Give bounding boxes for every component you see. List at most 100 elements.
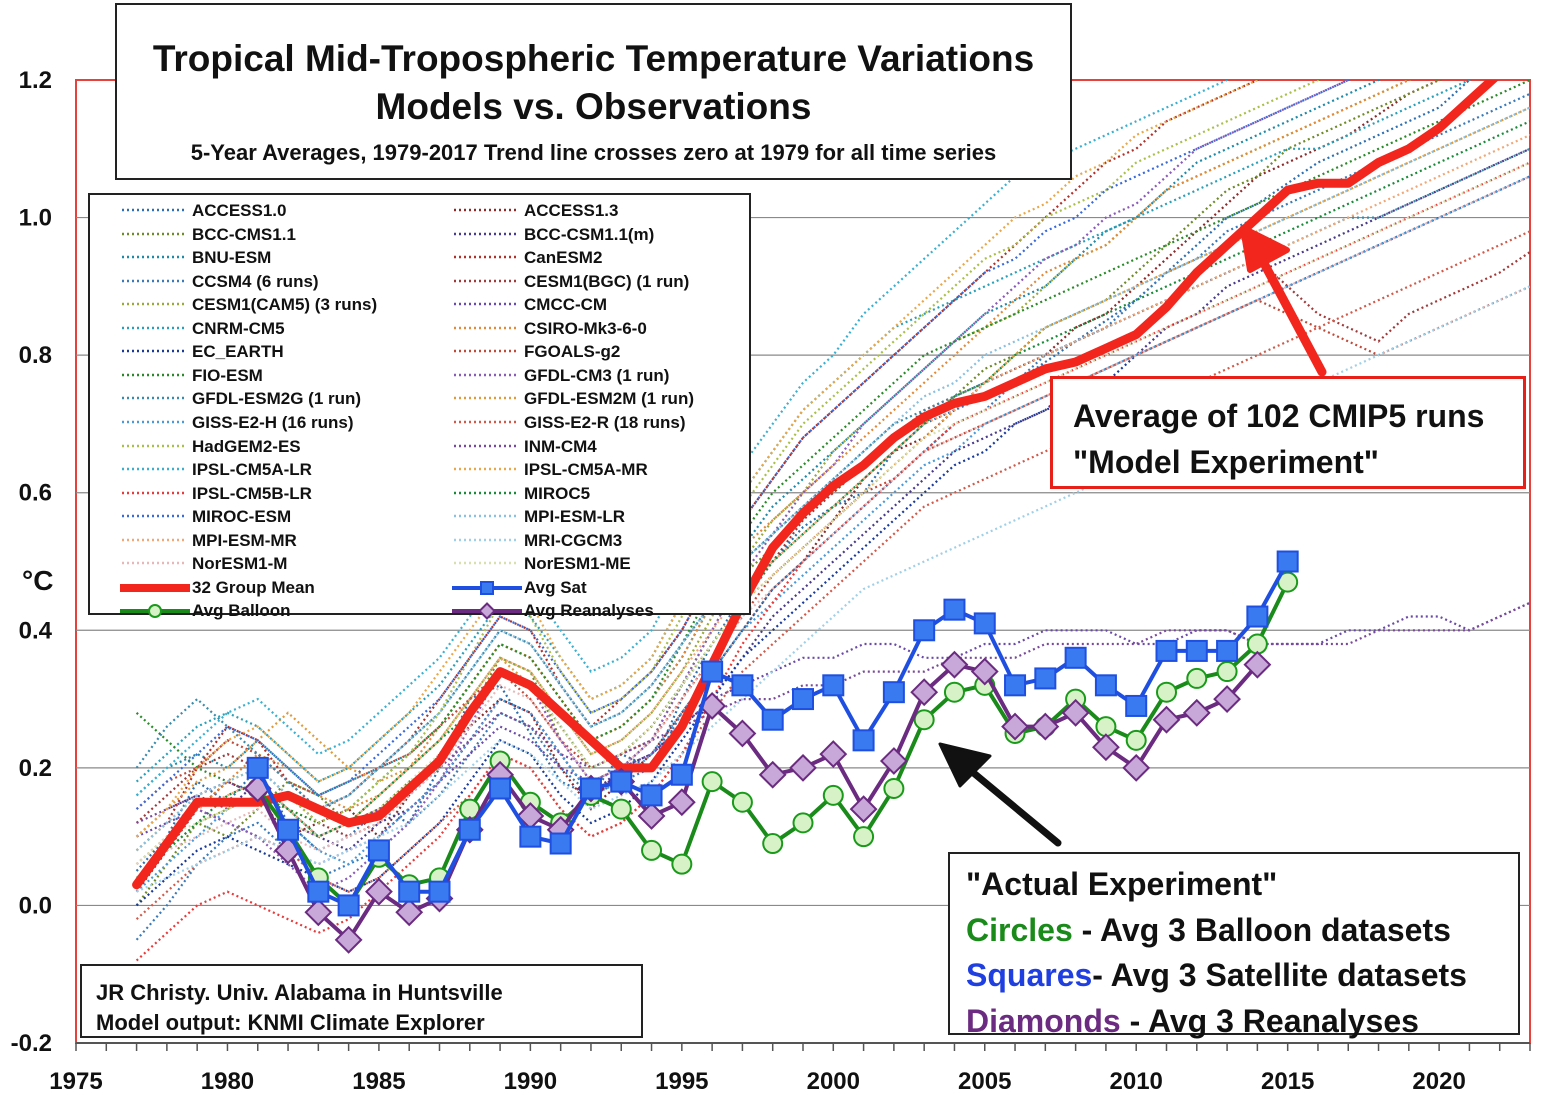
legend-swatch xyxy=(452,340,524,363)
circle-marker xyxy=(703,772,722,791)
y-tick-label: -0.2 xyxy=(11,1030,52,1057)
circle-marker xyxy=(1187,669,1206,688)
x-tick-label: 2020 xyxy=(1412,1068,1465,1095)
legend-label: CCSM4 (6 runs) xyxy=(192,272,319,292)
legend-swatch xyxy=(120,529,192,552)
square-marker xyxy=(430,882,450,902)
legend-label: Avg Sat xyxy=(524,578,587,598)
diamond-marker xyxy=(821,742,846,767)
chart-title-line2: Models vs. Observations xyxy=(117,83,1070,131)
legend-swatch xyxy=(452,317,524,340)
legend-label: CMCC-CM xyxy=(524,295,607,315)
legend-swatch xyxy=(120,317,192,340)
legend-swatch xyxy=(120,364,192,387)
legend-label: IPSL-CM5A-LR xyxy=(192,460,312,480)
circles-word: Circles xyxy=(966,912,1073,948)
x-tick-label: 1975 xyxy=(49,1068,102,1095)
square-marker xyxy=(611,772,631,792)
legend-swatch xyxy=(452,223,524,246)
legend-label: MRI-CGCM3 xyxy=(524,531,622,551)
y-tick-label: 0.6 xyxy=(19,480,52,507)
square-marker xyxy=(481,582,493,594)
legend-label: CanESM2 xyxy=(524,248,602,268)
y-tick-label: 0.0 xyxy=(19,892,52,919)
square-marker xyxy=(914,620,934,640)
credit-box: JR Christy. Univ. Alabama in Huntsville … xyxy=(80,964,643,1038)
legend-swatch xyxy=(120,387,192,410)
squares-line: Squares- Avg 3 Satellite datasets xyxy=(966,953,1518,999)
legend-label: HadGEM2-ES xyxy=(192,437,301,457)
square-marker xyxy=(854,730,874,750)
legend: ACCESS1.0 BCC-CMS1.1 BNU-ESM CCSM4 (6 runs)… xyxy=(88,193,751,615)
squares-desc: - Avg 3 Satellite datasets xyxy=(1092,957,1467,993)
y-tick-label: 0.8 xyxy=(19,342,52,369)
square-marker xyxy=(1096,675,1116,695)
diamond-marker xyxy=(480,604,495,619)
square-marker xyxy=(460,820,480,840)
legend-swatch xyxy=(120,458,192,481)
legend-label: Avg Balloon xyxy=(192,601,291,621)
square-marker xyxy=(399,882,419,902)
x-tick-label: 1990 xyxy=(504,1068,557,1095)
legend-label: INM-CM4 xyxy=(524,437,597,457)
x-tick-label: 1985 xyxy=(352,1068,405,1095)
circle-marker xyxy=(672,855,691,874)
legend-swatch xyxy=(120,435,192,458)
square-marker xyxy=(763,710,783,730)
x-tick-label: 1995 xyxy=(655,1068,708,1095)
square-marker xyxy=(1066,648,1086,668)
square-marker xyxy=(944,600,964,620)
legend-label: MIROC-ESM xyxy=(192,507,291,527)
diamond-marker xyxy=(669,790,694,815)
square-marker xyxy=(490,778,510,798)
square-marker xyxy=(1005,675,1025,695)
square-marker xyxy=(793,689,813,709)
circle-marker xyxy=(1157,683,1176,702)
annotation-arrows xyxy=(940,228,1322,843)
legend-swatch xyxy=(452,599,524,622)
legend-label: MPI-ESM-LR xyxy=(524,507,625,527)
credit-line1: JR Christy. Univ. Alabama in Huntsville xyxy=(96,978,641,1008)
square-marker xyxy=(1247,607,1267,627)
circle-marker xyxy=(149,605,161,617)
circle-marker xyxy=(1096,717,1115,736)
circle-marker xyxy=(915,710,934,729)
legend-label: 32 Group Mean xyxy=(192,578,315,598)
circle-marker xyxy=(1127,731,1146,750)
legend-swatch xyxy=(120,599,192,622)
square-marker xyxy=(520,827,540,847)
circle-marker xyxy=(733,793,752,812)
circle-marker xyxy=(1248,635,1267,654)
legend-label: MIROC5 xyxy=(524,484,590,504)
legend-label: CESM1(BGC) (1 run) xyxy=(524,272,689,292)
squares-word: Squares xyxy=(966,957,1092,993)
legend-label: GISS-E2-R (18 runs) xyxy=(524,413,686,433)
square-marker xyxy=(823,675,843,695)
actual-experiment-callout: "Actual Experiment" Circles - Avg 3 Ball… xyxy=(948,852,1520,1035)
legend-swatch xyxy=(452,293,524,316)
diamond-marker xyxy=(397,900,422,925)
legend-swatch xyxy=(120,340,192,363)
legend-swatch xyxy=(452,505,524,528)
legend-swatch xyxy=(120,482,192,505)
x-tick-label: 2000 xyxy=(807,1068,860,1095)
circle-marker xyxy=(884,779,903,798)
circle-marker xyxy=(794,813,813,832)
legend-label: IPSL-CM5A-MR xyxy=(524,460,648,480)
square-marker xyxy=(369,840,389,860)
circle-marker xyxy=(1218,662,1237,681)
legend-swatch xyxy=(452,576,524,599)
square-marker xyxy=(1157,641,1177,661)
square-marker xyxy=(248,758,268,778)
circle-marker xyxy=(945,683,964,702)
diamonds-desc: - Avg 3 Reanalyses xyxy=(1121,1003,1419,1039)
diamonds-word: Diamonds xyxy=(966,1003,1121,1039)
square-marker xyxy=(581,778,601,798)
circle-marker xyxy=(763,834,782,853)
legend-label: BNU-ESM xyxy=(192,248,271,268)
legend-swatch xyxy=(452,411,524,434)
square-marker xyxy=(672,765,692,785)
square-marker xyxy=(975,613,995,633)
credit-line2: Model output: KNMI Climate Explorer xyxy=(96,1008,641,1038)
legend-swatch xyxy=(452,199,524,222)
